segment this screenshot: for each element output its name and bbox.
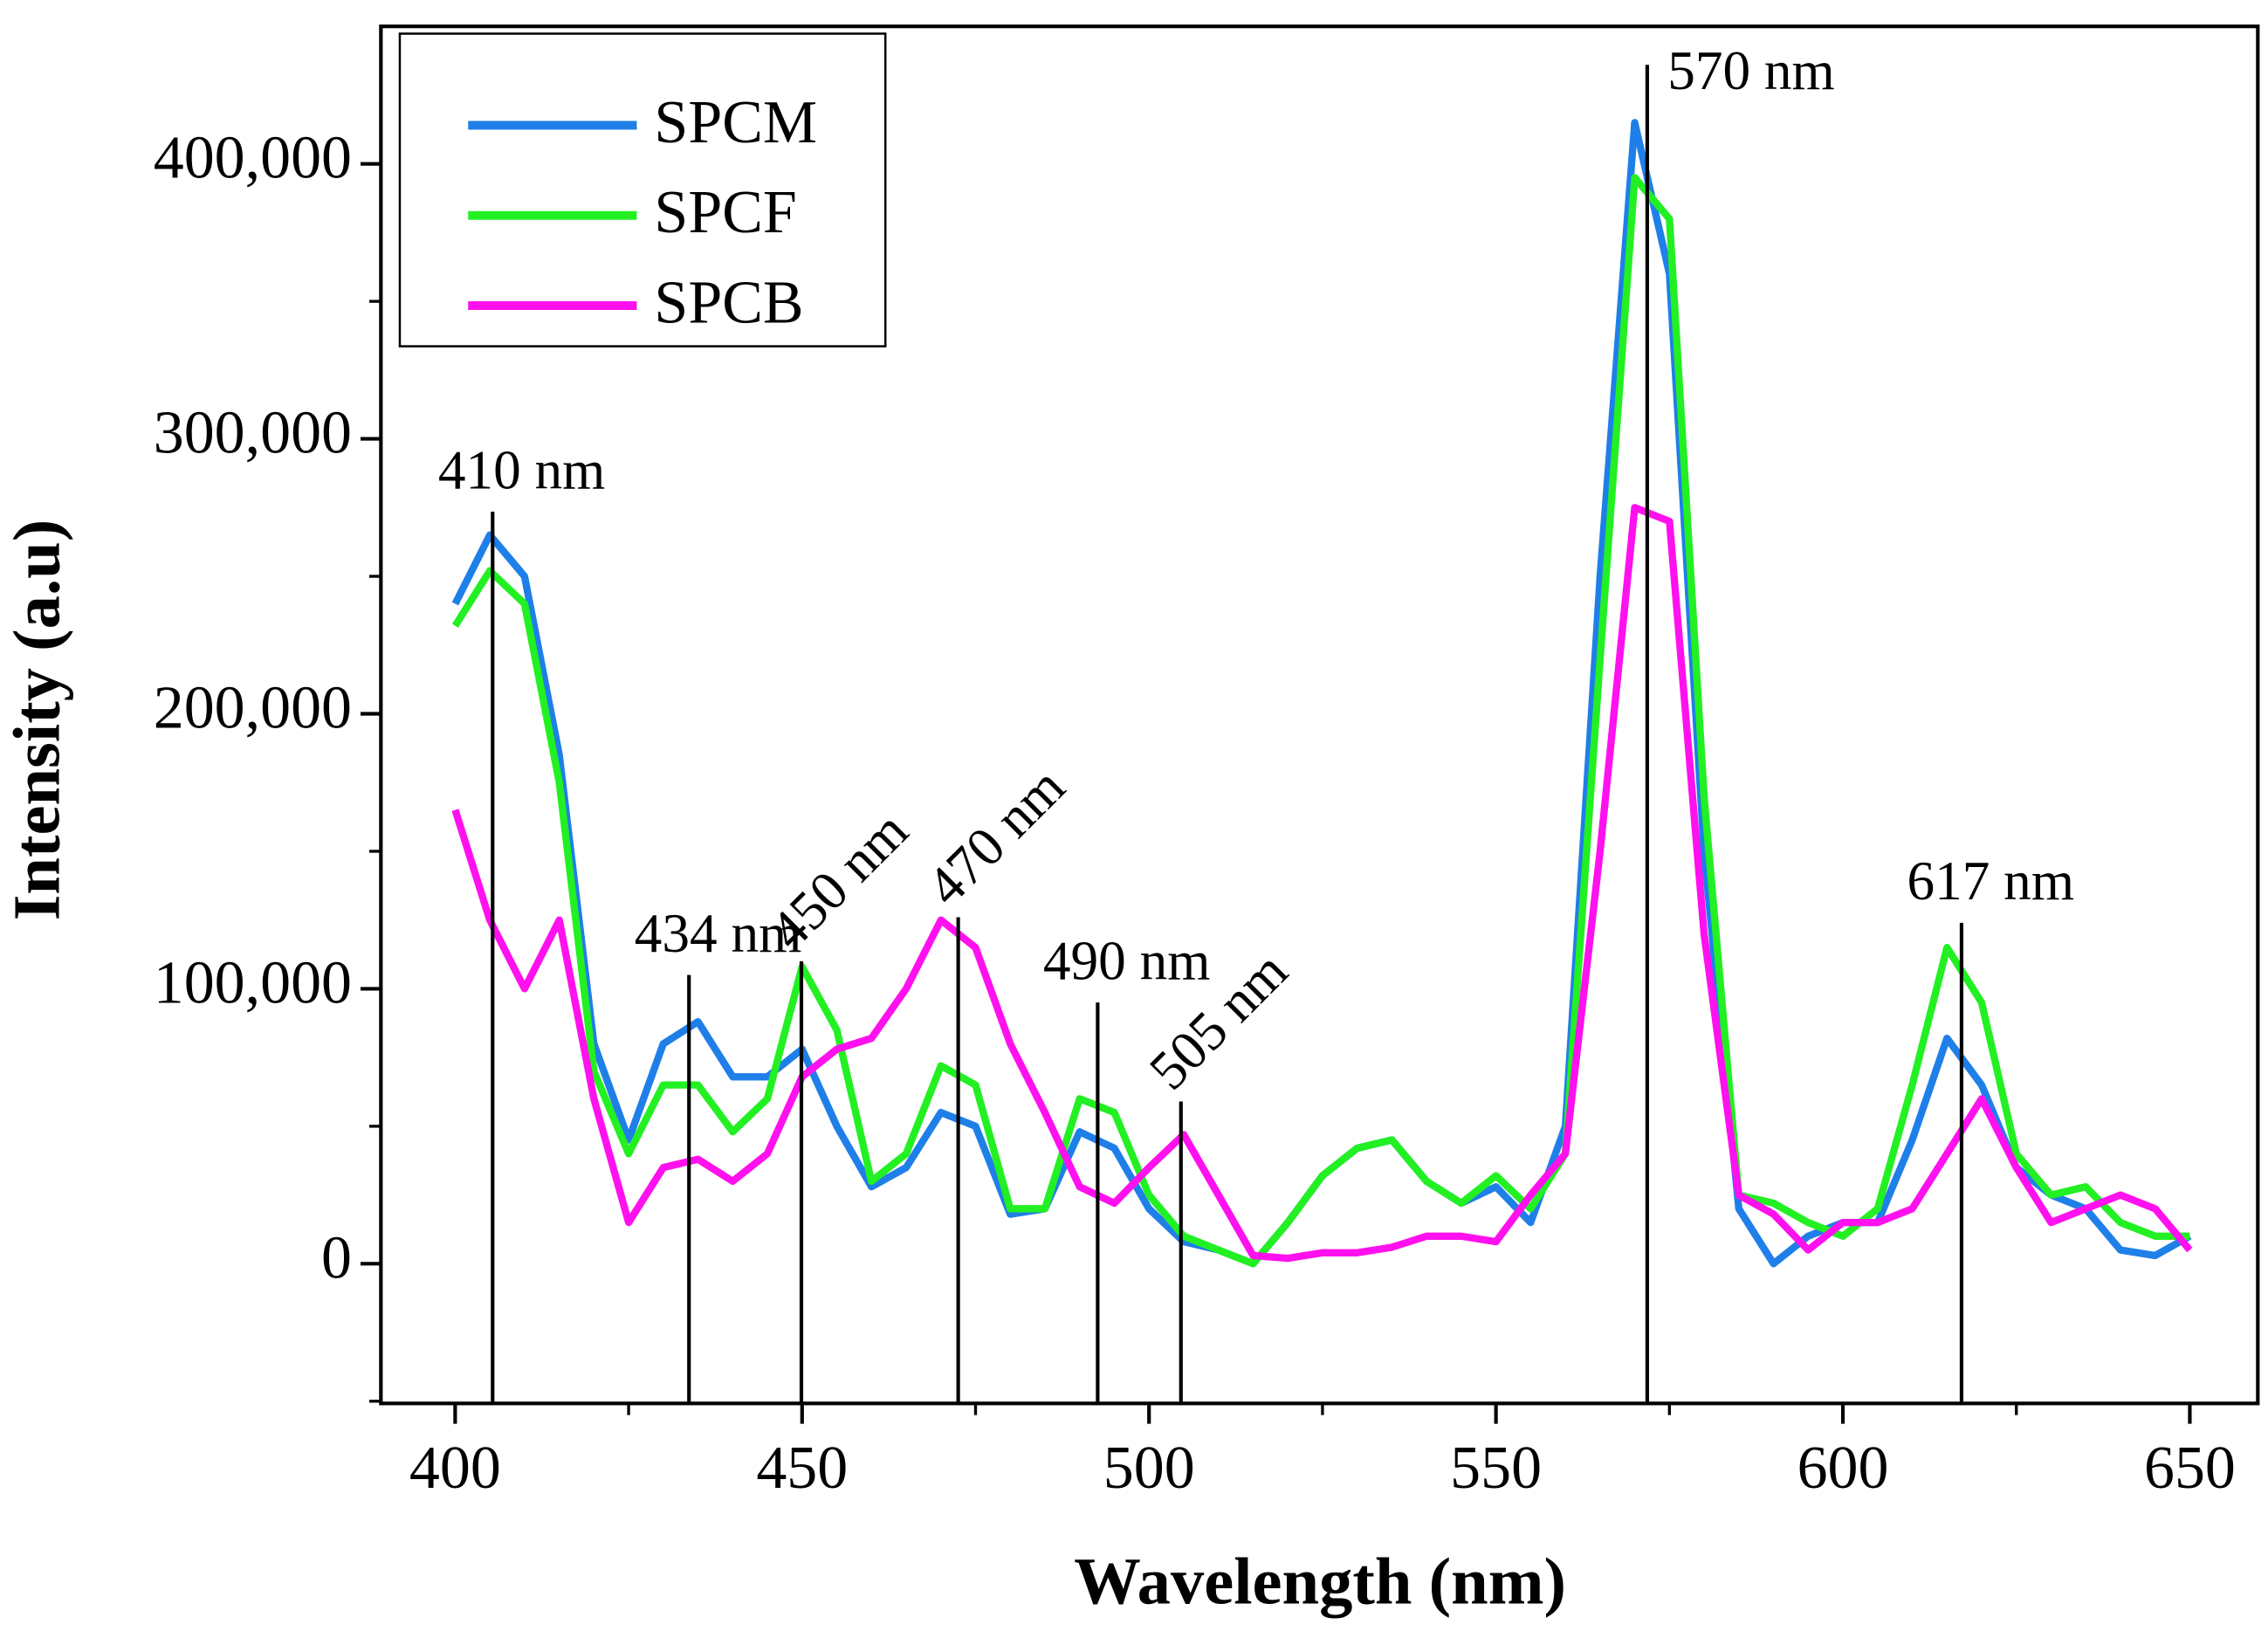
annotation-label: 617 nm: [1907, 850, 2074, 912]
x-tick-label: 450: [756, 1435, 848, 1502]
legend-box: [398, 32, 887, 348]
legend-label: SPCF: [654, 179, 796, 246]
series-line: [451, 504, 2193, 1263]
series-line: [451, 174, 2190, 1268]
legend-label: SPCB: [654, 269, 803, 336]
annotation-label: 410 nm: [438, 439, 606, 500]
y-tick-label: 400,000: [154, 125, 352, 192]
annotation-label: 490 nm: [1043, 931, 1211, 992]
y-tick-label: 300,000: [154, 400, 352, 467]
y-tick-label: 0: [321, 1224, 352, 1291]
x-tick-label: 650: [2144, 1435, 2236, 1502]
annotation-label: 470 nm: [915, 755, 1076, 917]
y-axis-label: Intensity (a.u): [0, 520, 74, 921]
y-tick-label: 100,000: [154, 949, 352, 1016]
annotation-label: 450 nm: [758, 800, 919, 961]
x-tick-label: 600: [1797, 1435, 1889, 1502]
y-tick-label: 200,000: [154, 675, 352, 742]
legend-label: SPCM: [654, 89, 817, 156]
x-tick-label: 500: [1103, 1435, 1195, 1502]
x-axis-label: Wavelength (nm): [1074, 1544, 1566, 1618]
x-tick-label: 400: [409, 1435, 501, 1502]
x-tick-label: 550: [1450, 1435, 1542, 1502]
annotation-label: 570 nm: [1667, 40, 1835, 101]
annotation-label: 434 nm: [635, 903, 802, 964]
